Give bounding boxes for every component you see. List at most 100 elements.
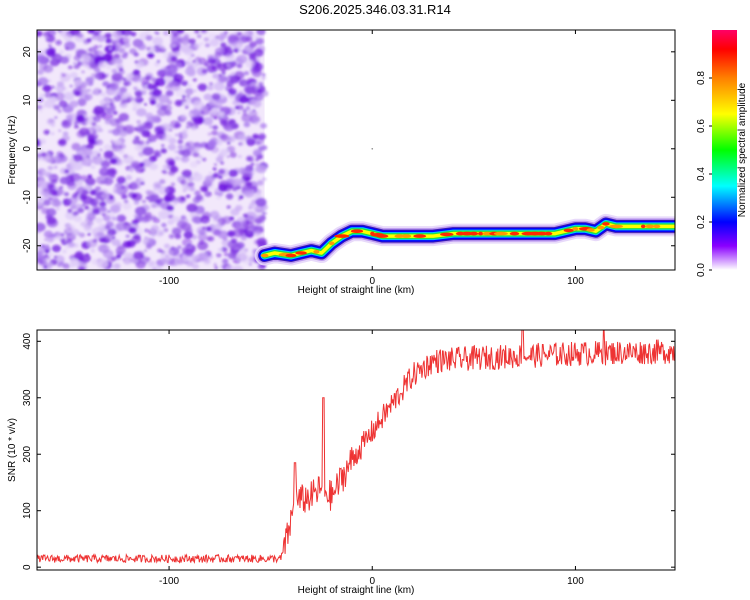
noise-blob [97, 206, 109, 216]
noise-blob [111, 239, 121, 247]
noise-blob [141, 199, 147, 204]
noise-blob [249, 41, 257, 48]
track-core [535, 231, 548, 236]
noise-blob [236, 63, 243, 69]
noise-blob [258, 82, 264, 86]
noise-blob [43, 230, 54, 238]
noise-blob [152, 89, 162, 97]
noise-blob [214, 266, 218, 270]
track-core [413, 234, 427, 238]
noise-blob [169, 120, 181, 129]
noise-blob [99, 45, 103, 48]
noise-blob [162, 164, 171, 171]
noise-blob [233, 48, 240, 53]
noise-blob [57, 188, 65, 196]
noise-blob [256, 165, 267, 174]
noise-blob [180, 113, 188, 120]
noise-blob [178, 131, 188, 140]
noise-blob [60, 155, 68, 162]
noise-blob [117, 257, 121, 261]
noise-blob [185, 125, 190, 129]
noise-blob [194, 30, 200, 34]
noise-blob [247, 157, 253, 161]
noise-blob [76, 33, 84, 38]
noise-blob [170, 30, 181, 35]
track-core [544, 231, 553, 236]
noise-blob [163, 249, 174, 258]
noise-blob [217, 217, 226, 225]
noise-blob [105, 38, 112, 44]
noise-blob [114, 139, 122, 146]
noise-blob [62, 249, 67, 254]
noise-blob [237, 154, 243, 159]
noise-blob [163, 170, 168, 175]
noise-blob [232, 187, 238, 192]
noise-blob [221, 258, 229, 264]
y-tick-label: 10 [22, 94, 33, 106]
y-tick-label: 400 [22, 333, 33, 350]
noise-blob [211, 93, 221, 101]
noise-blob [216, 253, 222, 258]
noise-blob [204, 43, 211, 48]
noise-blob [159, 179, 166, 185]
noise-blob [237, 253, 248, 262]
noise-blob [133, 52, 139, 57]
noise-blob [207, 54, 214, 60]
noise-blob [122, 77, 127, 81]
noise-blob [97, 72, 107, 80]
noise-blob [43, 31, 51, 38]
noise-blob [212, 167, 217, 171]
noise-blob [146, 124, 151, 128]
noise-blob [187, 181, 195, 187]
noise-blob [59, 30, 69, 37]
noise-blob [246, 226, 250, 230]
noise-blob [217, 230, 229, 239]
noise-blob [122, 35, 132, 43]
noise-blob [43, 199, 51, 206]
noise-blob [98, 232, 105, 238]
noise-blob [79, 93, 90, 103]
noise-blob [188, 38, 196, 45]
noise-blob [93, 116, 101, 123]
noise-blob [190, 144, 201, 153]
noise-blob [254, 218, 262, 224]
track-core [334, 234, 350, 238]
noise-blob [125, 181, 129, 185]
noise-blob [195, 56, 202, 62]
track-core [295, 251, 307, 255]
noise-blob [125, 234, 130, 238]
noise-blob [243, 122, 251, 128]
noise-blob [167, 100, 173, 105]
noise-blob [103, 177, 114, 186]
noise-blob [260, 145, 268, 151]
noise-blob [111, 216, 117, 221]
noise-blob [55, 187, 59, 191]
y-tick-label: 20 [22, 46, 33, 58]
noise-blob [145, 35, 153, 41]
track-core [645, 224, 655, 229]
noise-blob [151, 204, 157, 209]
noise-blob [55, 84, 65, 93]
noise-blob [112, 207, 118, 212]
noise-blob [161, 258, 168, 263]
noise-blob [201, 157, 207, 162]
noise-blob [87, 30, 95, 34]
x-axis-label: Height of straight line (km) [298, 585, 415, 596]
noise-blob [141, 90, 147, 95]
noise-blob [195, 194, 204, 201]
noise-blob [77, 207, 85, 213]
noise-blob [65, 245, 70, 250]
noise-blob [91, 122, 97, 126]
noise-blob [178, 217, 189, 226]
noise-blob [128, 226, 137, 234]
noise-blob [38, 148, 44, 154]
noise-blob [44, 35, 49, 39]
noise-blob [69, 258, 80, 267]
noise-blob [203, 37, 210, 42]
noise-blob [125, 175, 133, 181]
noise-blob [207, 236, 215, 242]
noise-blob [43, 170, 49, 175]
noise-blob [165, 90, 174, 97]
noise-blob [45, 48, 56, 56]
noise-blob [204, 192, 208, 196]
